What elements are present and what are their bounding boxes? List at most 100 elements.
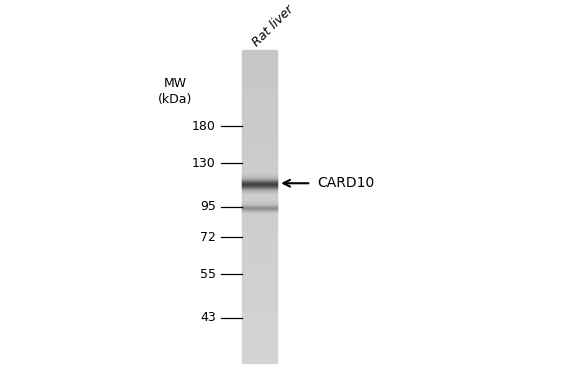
Bar: [242, 205, 276, 206]
Bar: [242, 143, 276, 144]
Bar: [242, 194, 276, 195]
Bar: [242, 258, 276, 259]
Bar: [242, 305, 276, 306]
Bar: [242, 308, 276, 309]
Bar: [242, 170, 276, 171]
Bar: [242, 335, 276, 336]
Bar: [242, 256, 276, 257]
Bar: [242, 149, 276, 150]
Bar: [242, 102, 276, 104]
Bar: [242, 112, 276, 113]
Bar: [242, 72, 276, 73]
Bar: [242, 190, 276, 191]
Bar: [242, 121, 276, 122]
Bar: [242, 161, 276, 162]
Bar: [242, 230, 276, 231]
Bar: [242, 252, 276, 253]
Bar: [242, 226, 276, 228]
Bar: [242, 77, 276, 79]
Bar: [242, 303, 276, 304]
Bar: [242, 174, 276, 175]
Bar: [242, 329, 276, 330]
Bar: [242, 56, 276, 57]
Bar: [242, 129, 276, 130]
Bar: [242, 83, 276, 84]
Bar: [242, 166, 276, 167]
Bar: [242, 159, 276, 160]
Bar: [242, 119, 276, 120]
Bar: [242, 231, 276, 232]
Bar: [242, 50, 276, 51]
Bar: [242, 210, 276, 211]
Bar: [242, 114, 276, 115]
Bar: [242, 65, 276, 66]
Bar: [242, 208, 276, 209]
Bar: [242, 146, 276, 147]
Bar: [242, 218, 276, 219]
Bar: [242, 68, 276, 69]
Bar: [242, 67, 276, 68]
Bar: [242, 262, 276, 263]
Bar: [242, 63, 276, 64]
Bar: [242, 268, 276, 270]
Bar: [242, 147, 276, 149]
Bar: [242, 276, 276, 277]
Bar: [242, 359, 276, 360]
Bar: [242, 273, 276, 274]
Bar: [242, 299, 276, 300]
Bar: [242, 69, 276, 70]
Bar: [242, 285, 276, 286]
Bar: [242, 243, 276, 244]
Bar: [242, 116, 276, 117]
Bar: [242, 251, 276, 252]
Bar: [242, 153, 276, 155]
Bar: [242, 192, 276, 193]
Bar: [242, 248, 276, 249]
Bar: [242, 206, 276, 207]
Bar: [242, 219, 276, 220]
Bar: [242, 334, 276, 335]
Bar: [242, 304, 276, 305]
Bar: [242, 270, 276, 271]
Bar: [242, 246, 276, 248]
Bar: [242, 207, 276, 208]
Bar: [242, 179, 276, 180]
Bar: [242, 257, 276, 258]
Bar: [242, 352, 276, 353]
Bar: [242, 306, 276, 307]
Bar: [242, 200, 276, 201]
Bar: [242, 152, 276, 153]
Bar: [242, 185, 276, 186]
Bar: [242, 117, 276, 118]
Bar: [242, 197, 276, 198]
Bar: [242, 57, 276, 58]
Bar: [242, 294, 276, 295]
Bar: [242, 240, 276, 241]
Bar: [242, 244, 276, 245]
Bar: [242, 135, 276, 136]
Bar: [242, 187, 276, 188]
Bar: [242, 354, 276, 355]
Text: Rat liver: Rat liver: [250, 3, 296, 49]
Bar: [242, 88, 276, 89]
Bar: [242, 220, 276, 222]
Bar: [242, 254, 276, 255]
Bar: [242, 331, 276, 332]
Bar: [242, 150, 276, 152]
Bar: [242, 156, 276, 157]
Bar: [242, 195, 276, 196]
Bar: [242, 283, 276, 284]
Bar: [242, 260, 276, 261]
Bar: [242, 340, 276, 341]
Bar: [242, 332, 276, 333]
Bar: [242, 167, 276, 168]
Bar: [242, 216, 276, 217]
Bar: [242, 238, 276, 239]
Bar: [242, 281, 276, 282]
Bar: [242, 342, 276, 343]
Bar: [242, 59, 276, 60]
Bar: [242, 322, 276, 324]
Bar: [242, 189, 276, 190]
Bar: [242, 169, 276, 170]
Bar: [242, 95, 276, 96]
